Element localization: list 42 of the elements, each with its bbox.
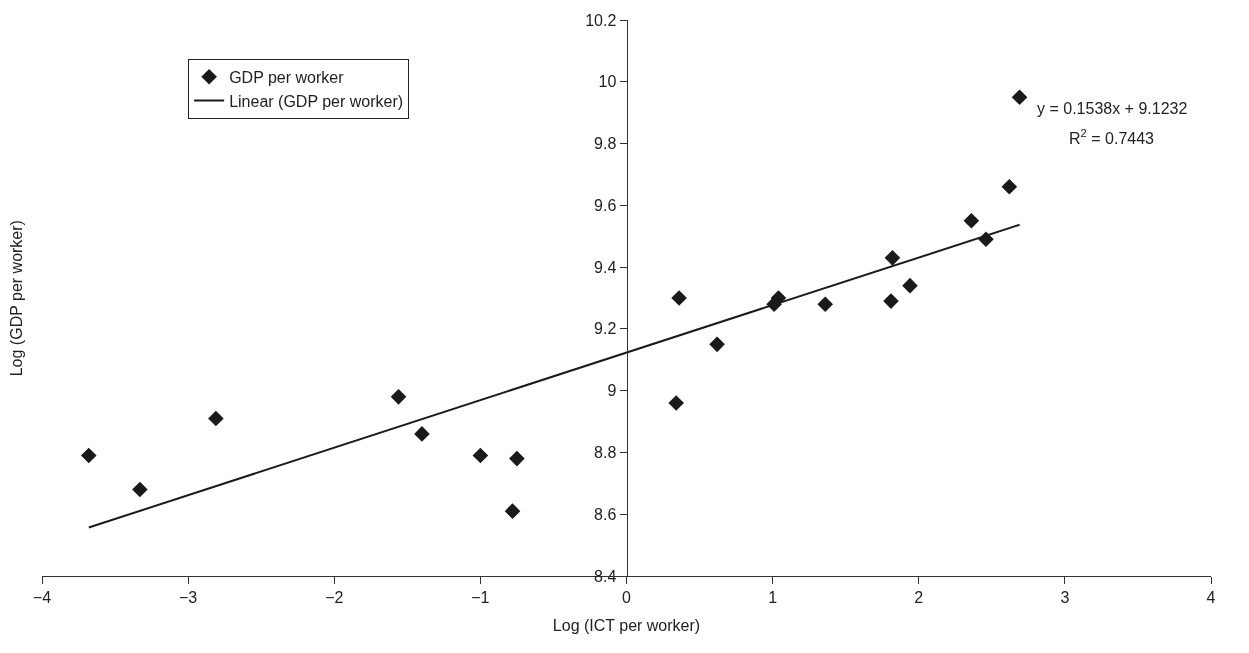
x-tick-label: −1 bbox=[471, 589, 490, 607]
point bbox=[709, 336, 725, 353]
legend-label: GDP per worker bbox=[229, 69, 345, 87]
point bbox=[390, 389, 407, 405]
point bbox=[883, 293, 899, 309]
point bbox=[1011, 89, 1028, 106]
y-tick-label: 8.6 bbox=[594, 505, 617, 523]
point bbox=[884, 250, 901, 266]
point bbox=[902, 277, 918, 294]
annotation: R$^{2}$ = 0.7443 bbox=[1069, 127, 1155, 147]
x-tick-label: 4 bbox=[1206, 589, 1216, 607]
y-tick-label: 8.8 bbox=[594, 444, 617, 462]
y-tick-label: 9.4 bbox=[594, 258, 617, 276]
y-tick-label: 10.2 bbox=[585, 11, 617, 29]
point bbox=[414, 426, 430, 442]
y-tick-label: 9.6 bbox=[594, 196, 617, 214]
x-tick-label: −2 bbox=[325, 589, 344, 607]
annotation: y = 0.1538x + 9.1232 bbox=[1037, 100, 1188, 117]
y-axis-title: Log (GDP per worker) bbox=[8, 220, 26, 377]
x-tick-label: 0 bbox=[622, 589, 632, 607]
x-tick-label: −4 bbox=[32, 589, 52, 607]
y-tick-label: 9.8 bbox=[594, 135, 617, 153]
point bbox=[963, 212, 980, 229]
y-tick-label: 9 bbox=[607, 382, 617, 400]
x-tick-label: −3 bbox=[179, 589, 198, 607]
point bbox=[472, 447, 489, 464]
point bbox=[132, 481, 148, 498]
point bbox=[509, 450, 525, 467]
x-tick-label: 1 bbox=[768, 589, 778, 607]
x-tick-label: 3 bbox=[1060, 589, 1070, 607]
point bbox=[671, 290, 687, 306]
y-tick-label: 9.2 bbox=[594, 320, 617, 338]
point bbox=[208, 410, 224, 427]
x-tick-label: 2 bbox=[914, 589, 924, 607]
x-axis-title: Log (ICT per worker) bbox=[552, 616, 701, 634]
legend-label: Linear (GDP per worker) bbox=[229, 92, 404, 110]
point bbox=[80, 447, 97, 464]
point bbox=[1001, 179, 1018, 195]
point bbox=[504, 503, 521, 519]
point bbox=[668, 395, 684, 411]
y-tick-label: 10 bbox=[598, 73, 617, 91]
point bbox=[817, 296, 834, 312]
